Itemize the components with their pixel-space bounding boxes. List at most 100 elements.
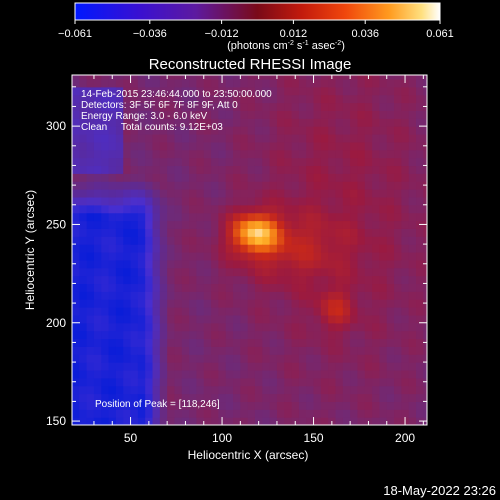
heatmap-cell <box>276 126 285 135</box>
heatmap-cell <box>167 94 176 104</box>
heatmap-cell <box>364 251 373 261</box>
heatmap-cell <box>298 377 307 387</box>
heatmap-cell <box>211 165 219 174</box>
heatmap-cell <box>72 267 80 277</box>
x-tick-label: 150 <box>304 431 324 445</box>
heatmap-cell <box>320 141 329 151</box>
heatmap-cell <box>189 322 198 332</box>
heatmap-cell <box>181 307 190 316</box>
heatmap-cell <box>225 110 234 119</box>
heatmap-cell <box>291 369 300 379</box>
heatmap-cell <box>123 181 132 190</box>
heatmap-cell <box>423 283 427 292</box>
heatmap-cell <box>342 401 351 410</box>
heatmap-cell <box>225 291 234 300</box>
heatmap-cell <box>276 275 285 285</box>
heatmap-cell <box>254 330 263 340</box>
heatmap-cell <box>72 409 80 418</box>
heatmap-cell <box>298 369 307 379</box>
heatmap-cell <box>240 181 249 190</box>
heatmap-cell <box>79 346 88 355</box>
heatmap-cell <box>416 244 424 253</box>
heatmap-cell <box>203 251 212 261</box>
heatmap-cell <box>145 220 154 229</box>
heatmap-cell <box>203 307 212 316</box>
heatmap-cell <box>181 314 190 324</box>
heatmap-cell <box>342 417 351 425</box>
heatmap-cell <box>328 228 337 237</box>
heatmap-cell <box>379 401 388 410</box>
heatmap-cell <box>108 228 117 237</box>
heatmap-cell <box>225 267 234 277</box>
heatmap-cell <box>123 362 132 371</box>
heatmap-cell <box>145 94 154 104</box>
heatmap-cell <box>372 330 381 340</box>
heatmap-cell <box>240 149 249 159</box>
heatmap-cell <box>335 393 344 403</box>
heatmap-cell <box>284 338 293 347</box>
heatmap-cell <box>101 409 110 418</box>
heatmap-cell <box>408 291 417 300</box>
heatmap-cell <box>225 369 234 379</box>
heatmap-cell <box>203 94 212 104</box>
heatmap-cell <box>203 346 212 355</box>
heatmap-cell <box>364 385 373 395</box>
heatmap-cell <box>401 228 410 237</box>
heatmap-cell <box>328 212 337 222</box>
heatmap-cell <box>130 259 139 269</box>
heatmap-cell <box>196 291 205 300</box>
heatmap-cell <box>108 299 117 308</box>
heatmap-cell <box>137 322 146 332</box>
heatmap-cell <box>137 212 146 222</box>
heatmap-cell <box>93 228 102 237</box>
heatmap-cell <box>93 369 102 379</box>
heatmap-cell <box>174 228 183 237</box>
heatmap-cell <box>72 173 80 182</box>
heatmap-cell <box>159 401 168 410</box>
heatmap-cell <box>306 314 315 324</box>
heatmap-cell <box>269 322 278 332</box>
heatmap-cell <box>416 126 424 135</box>
heatmap-cell <box>189 189 198 198</box>
heatmap-cell <box>167 212 176 222</box>
heatmap-cell <box>181 401 190 410</box>
heatmap-cell <box>196 94 205 104</box>
heatmap-cell <box>342 330 351 340</box>
heatmap-cell <box>211 196 219 206</box>
heatmap-cell <box>298 275 307 285</box>
heatmap-cell <box>130 251 139 261</box>
heatmap-cell <box>101 377 110 387</box>
heatmap-cell <box>203 86 212 96</box>
heatmap-cell <box>372 338 381 347</box>
heatmap-cell <box>394 86 402 96</box>
heatmap-cell <box>115 157 124 167</box>
heatmap-cell <box>394 236 402 245</box>
heatmap-cell <box>79 75 88 80</box>
heatmap-cell <box>189 409 198 418</box>
heatmap-cell <box>152 314 161 324</box>
heatmap-cell <box>372 228 381 237</box>
x-axis: 50 100 150 200 <box>93 75 424 445</box>
heatmap-cell <box>401 133 410 143</box>
colorbar-tick-label: −0.012 <box>205 28 239 40</box>
heatmap-cell <box>218 275 227 285</box>
heatmap-cell <box>159 275 168 285</box>
heatmap-cell <box>211 102 219 111</box>
heatmap-cell <box>181 346 190 355</box>
heatmap-cell <box>101 126 110 135</box>
heatmap-cell <box>350 110 359 119</box>
heatmap-cell <box>123 86 132 96</box>
heatmap-cell <box>254 291 263 300</box>
heatmap-cell <box>72 78 80 88</box>
heatmap-cell <box>218 173 227 182</box>
heatmap-cell <box>137 338 146 347</box>
heatmap-cell <box>181 133 190 143</box>
heatmap-cell <box>247 102 256 111</box>
heatmap-cell <box>306 267 315 277</box>
heatmap-cell <box>416 189 424 198</box>
heatmap-cell <box>101 157 110 167</box>
y-tick-label: 250 <box>46 217 66 231</box>
heatmap-cell <box>269 346 278 355</box>
heatmap-cell <box>101 149 110 159</box>
heatmap-cell <box>123 338 132 347</box>
